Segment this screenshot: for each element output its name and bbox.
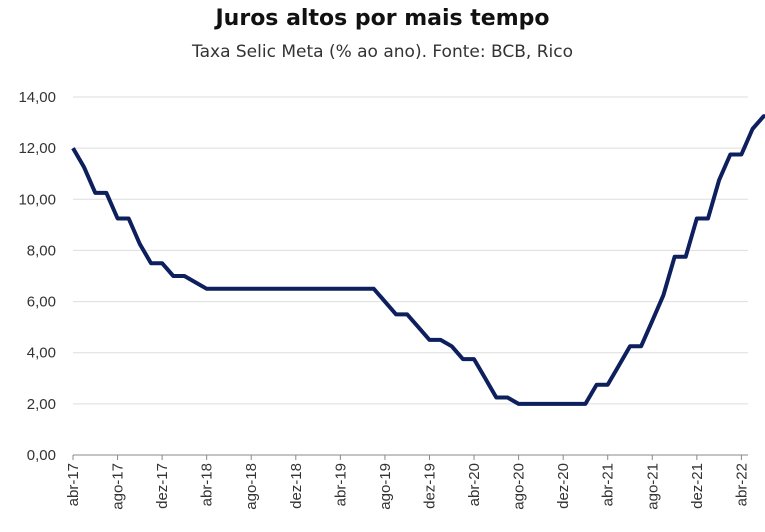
y-tick-label: 0,00 <box>27 447 56 464</box>
x-tick-label: abr-18 <box>199 463 216 506</box>
y-tick-label: 8,00 <box>27 242 56 259</box>
x-tick-label: ago-18 <box>243 463 260 510</box>
x-tick-label: ago-19 <box>377 463 394 510</box>
x-tick-label: dez-18 <box>288 463 305 509</box>
x-tick-label: dez-21 <box>689 463 706 509</box>
y-tick-label: 6,00 <box>27 294 56 311</box>
y-tick-label: 10,00 <box>18 191 56 208</box>
chart-subtitle: Taxa Selic Meta (% ao ano). Fonte: BCB, … <box>192 42 573 62</box>
x-tick-label: abr-17 <box>65 463 82 506</box>
x-tick-label: dez-17 <box>154 463 171 509</box>
chart-title: Juros altos por mais tempo <box>215 6 550 31</box>
x-tick-label: dez-20 <box>555 463 572 509</box>
x-tick-label: abr-19 <box>332 463 349 506</box>
y-tick-label: 12,00 <box>18 140 56 157</box>
x-tick-label: dez-19 <box>421 463 438 509</box>
y-tick-label: 2,00 <box>27 396 56 413</box>
y-axis: 0,00 2,00 4,00 6,00 8,00 10,00 12,00 14,00 <box>18 89 56 464</box>
x-tick-label: ago-17 <box>110 463 127 510</box>
x-tick-label: ago-20 <box>511 463 528 510</box>
x-tick-label: abr-20 <box>466 463 483 506</box>
y-tick-label: 14,00 <box>18 89 56 106</box>
x-axis: abr-17 ago-17 dez-17 abr-18 ago-18 dez-18 abr-… <box>65 454 750 510</box>
x-tick-label: abr-22 <box>733 463 750 506</box>
series-lines <box>71 114 765 406</box>
historical-series-line <box>71 114 765 406</box>
x-tick-label: ago-21 <box>644 463 661 510</box>
y-tick-label: 4,00 <box>27 345 56 362</box>
x-tick-label: abr-21 <box>600 463 617 506</box>
